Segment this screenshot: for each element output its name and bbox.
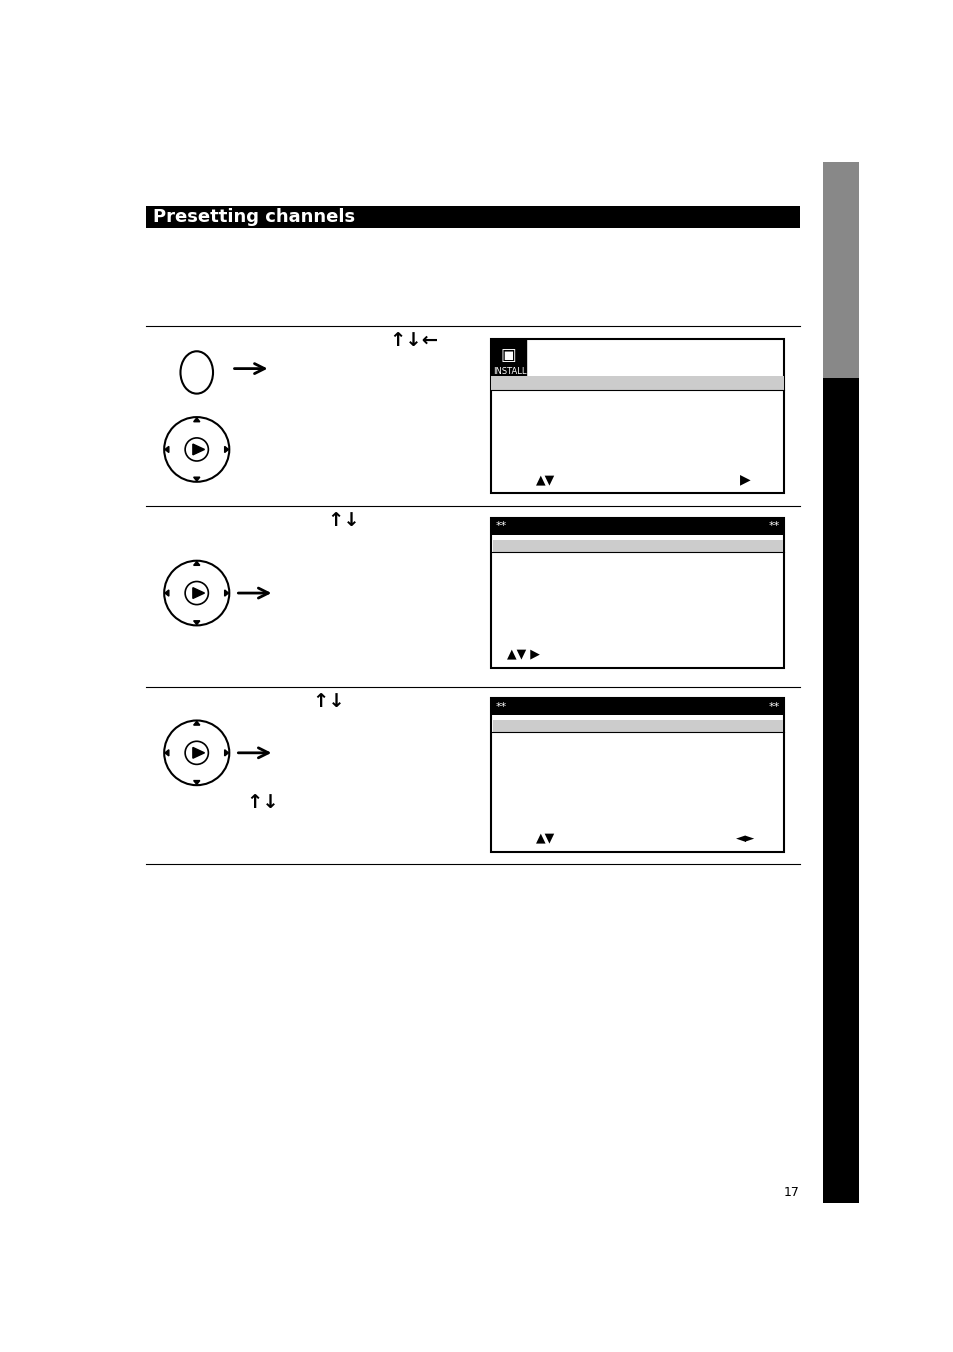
Text: ◄►: ◄►: [735, 831, 754, 845]
Bar: [491, 376, 783, 391]
Polygon shape: [165, 446, 169, 453]
Text: ↑↓←: ↑↓←: [389, 331, 437, 350]
Polygon shape: [224, 750, 229, 756]
Polygon shape: [165, 589, 169, 596]
Bar: [493, 719, 781, 731]
Bar: [491, 698, 783, 715]
Polygon shape: [193, 748, 204, 758]
Circle shape: [185, 741, 208, 764]
Bar: [822, 377, 858, 1203]
Polygon shape: [193, 721, 199, 725]
Text: ↑↓: ↑↓: [246, 794, 278, 813]
Bar: [146, 206, 799, 227]
Bar: [491, 518, 783, 535]
Circle shape: [185, 438, 208, 461]
Text: Presetting channels: Presetting channels: [152, 208, 355, 226]
Text: ▲▼: ▲▼: [536, 473, 555, 485]
Text: INSTALL: INSTALL: [493, 368, 526, 376]
Text: 17: 17: [783, 1186, 799, 1199]
Bar: [491, 518, 783, 668]
Polygon shape: [193, 588, 204, 599]
Text: ▲▼: ▲▼: [536, 831, 555, 845]
Polygon shape: [193, 621, 199, 625]
Text: ▲▼ ▶: ▲▼ ▶: [506, 648, 539, 661]
Polygon shape: [193, 561, 199, 565]
Polygon shape: [165, 750, 169, 756]
Bar: [491, 339, 783, 493]
Text: ▣: ▣: [500, 346, 516, 364]
Bar: [491, 339, 525, 376]
Text: **: **: [496, 522, 507, 531]
Bar: [493, 539, 781, 552]
Text: ↑↓: ↑↓: [312, 692, 345, 711]
Text: **: **: [767, 702, 779, 711]
Polygon shape: [193, 418, 199, 422]
Bar: [491, 698, 783, 852]
Text: ▶: ▶: [740, 472, 750, 487]
Polygon shape: [193, 780, 199, 784]
Circle shape: [185, 581, 208, 604]
Polygon shape: [224, 446, 229, 453]
Polygon shape: [193, 477, 199, 481]
Text: **: **: [767, 522, 779, 531]
Bar: [822, 162, 858, 377]
Polygon shape: [224, 589, 229, 596]
Text: **: **: [496, 702, 507, 711]
Text: ↑↓: ↑↓: [327, 511, 360, 530]
Polygon shape: [193, 443, 204, 454]
